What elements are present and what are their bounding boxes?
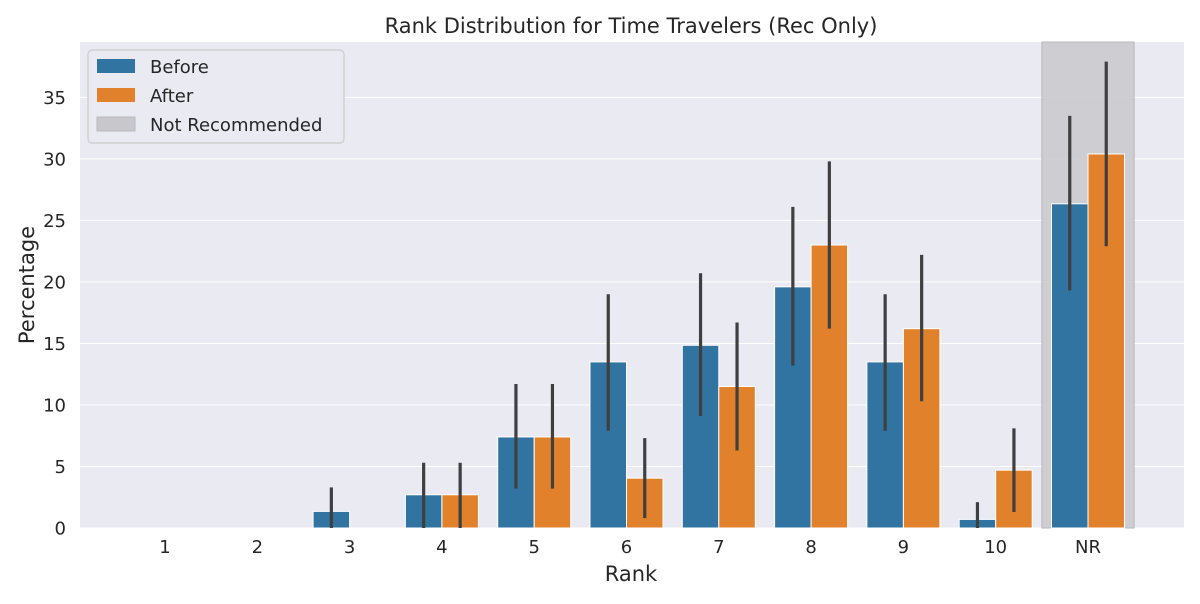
- y-tick-label: 0: [55, 519, 66, 540]
- legend-label-before: Before: [150, 57, 209, 78]
- x-tick-label: 5: [528, 537, 539, 558]
- y-tick-label: 10: [43, 395, 66, 416]
- x-tick-label: 10: [984, 537, 1007, 558]
- y-tick-label: 20: [43, 272, 66, 293]
- y-tick-label: 5: [55, 457, 66, 478]
- y-tick-label: 15: [43, 334, 66, 355]
- x-tick-label: 2: [252, 537, 263, 558]
- legend-box: [87, 49, 345, 144]
- x-tick-label: 1: [159, 537, 170, 558]
- y-tick-label: 30: [43, 149, 66, 170]
- x-tick-label: NR: [1075, 537, 1101, 558]
- legend-swatch-after: [97, 88, 135, 102]
- legend: Before After Not Recommended: [87, 49, 345, 144]
- y-tick-label: 35: [43, 88, 66, 109]
- x-tick-label: 4: [436, 537, 447, 558]
- x-tick-label: 7: [713, 537, 724, 558]
- x-tick-label: 3: [344, 537, 355, 558]
- y-tick-label: 25: [43, 211, 66, 232]
- x-tick-label: 9: [898, 537, 909, 558]
- y-tick-labels: 0 5 10 15 20 25 30 35: [43, 88, 66, 540]
- x-tick-labels: 1 2 3 4 5 6 7 8 9 10 NR: [159, 537, 1101, 558]
- legend-swatch-not-recommended: [96, 116, 136, 132]
- x-tick-label: 6: [621, 537, 632, 558]
- legend-swatch-before: [97, 59, 135, 73]
- legend-label-not-recommended: Not Recommended: [150, 115, 322, 136]
- x-axis-label: Rank: [605, 562, 658, 586]
- y-axis-label: Percentage: [15, 226, 39, 344]
- error-bars: [329, 61, 1108, 528]
- x-tick-label: 8: [805, 537, 816, 558]
- chart-title: Rank Distribution for Time Travelers (Re…: [385, 14, 878, 38]
- legend-label-after: After: [150, 86, 194, 107]
